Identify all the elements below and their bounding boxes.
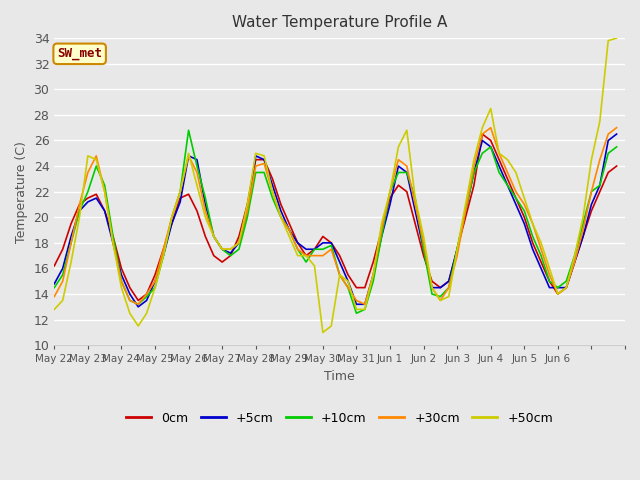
Legend: 0cm, +5cm, +10cm, +30cm, +50cm: 0cm, +5cm, +10cm, +30cm, +50cm xyxy=(121,407,558,430)
Text: SW_met: SW_met xyxy=(57,48,102,60)
Y-axis label: Temperature (C): Temperature (C) xyxy=(15,141,28,242)
Title: Water Temperature Profile A: Water Temperature Profile A xyxy=(232,15,447,30)
X-axis label: Time: Time xyxy=(324,370,355,383)
